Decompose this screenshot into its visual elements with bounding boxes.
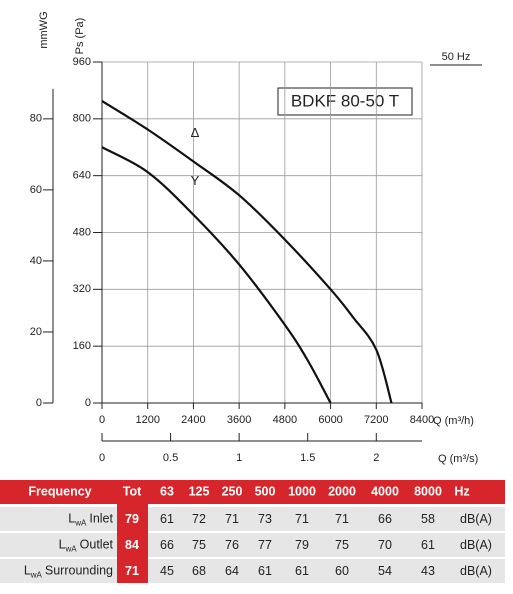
table-cell: 61 <box>258 564 272 578</box>
table-cell: 68 <box>192 564 206 578</box>
table-header: 500 <box>255 484 276 498</box>
x2-tick-label: 1.5 <box>300 452 315 464</box>
table-cell: 43 <box>421 564 435 578</box>
x-tick-label: 4800 <box>273 414 297 426</box>
x-tick-label: 3600 <box>227 414 251 426</box>
y2-tick-label: 0 <box>36 397 42 409</box>
table-cell: 79 <box>295 538 309 552</box>
tot-cell-bg <box>117 556 148 583</box>
label-symbol: L <box>59 538 66 552</box>
x2-tick-label: 2 <box>373 452 379 464</box>
tot-cell-bg <box>117 504 148 531</box>
table-cell: 73 <box>258 512 272 526</box>
y-tick-label: 0 <box>85 397 91 409</box>
table-cell: 76 <box>225 538 239 552</box>
label-name: Inlet <box>89 512 113 526</box>
tot-cell: 79 <box>125 512 139 526</box>
table-header: 250 <box>222 484 243 498</box>
y-axis-label: Ps (Pa) <box>74 18 86 55</box>
row-unit: dB(A) <box>460 512 492 526</box>
x-tick-label: 8400 <box>410 414 434 426</box>
tot-cell: 71 <box>125 564 139 578</box>
tot-cell-bg <box>117 530 148 557</box>
model-box <box>277 87 413 116</box>
label-name: Outlet <box>80 538 114 552</box>
row-label: LwA Surrounding <box>24 564 113 580</box>
x2-tick-label: 1 <box>236 452 242 464</box>
y-tick-label: 640 <box>73 170 91 182</box>
y-tick-label: 960 <box>73 56 91 68</box>
table-header: 63 <box>160 484 174 498</box>
fan-curve <box>101 100 393 404</box>
table-cell: 71 <box>335 512 349 526</box>
label-subscript: wA <box>65 545 78 554</box>
table-cell: 70 <box>378 538 392 552</box>
y-tick-label: 480 <box>73 226 91 238</box>
fan-curve <box>101 146 332 404</box>
table-cell: 61 <box>421 538 435 552</box>
row-unit: dB(A) <box>460 564 492 578</box>
label-symbol: L <box>24 564 31 578</box>
x2-tick-label: 0 <box>99 452 105 464</box>
table-cell: 66 <box>378 512 392 526</box>
x-tick-label: 1200 <box>135 414 159 426</box>
x2-tick-label: 0.5 <box>163 452 178 464</box>
table-cell: 66 <box>160 538 174 552</box>
y-tick-label: 800 <box>73 113 91 125</box>
label-symbol: L <box>68 512 75 526</box>
x-tick-label: 6000 <box>318 414 342 426</box>
table-header: 1000 <box>288 484 316 498</box>
curve-label: Y <box>191 173 200 188</box>
table-row-bg <box>0 559 505 583</box>
table-cell: 58 <box>421 512 435 526</box>
table-header: 4000 <box>371 484 399 498</box>
table-cell: 72 <box>192 512 206 526</box>
table-cell: 45 <box>160 564 174 578</box>
table-row-bg <box>0 533 505 557</box>
label-subscript: wA <box>74 519 87 528</box>
table-header: Frequency <box>28 484 91 498</box>
table-header: Tot <box>123 484 142 498</box>
label-name: Surrounding <box>45 564 113 578</box>
y2-tick-label: 40 <box>30 255 42 267</box>
table-cell: 60 <box>335 564 349 578</box>
x2-axis-label: Q (m³/s) <box>438 453 478 465</box>
y-tick-label: 160 <box>73 340 91 352</box>
row-unit: dB(A) <box>460 538 492 552</box>
table-cell: 54 <box>378 564 392 578</box>
row-label: LwA Outlet <box>59 538 114 554</box>
x-tick-label: 0 <box>99 414 105 426</box>
model-label: BDKF 80-50 T <box>291 91 399 110</box>
table-cell: 75 <box>335 538 349 552</box>
y2-tick-label: 60 <box>30 184 42 196</box>
table-cell: 64 <box>225 564 239 578</box>
y-tick-label: 320 <box>73 283 91 295</box>
table-header-bg <box>0 480 505 504</box>
x-tick-label: 2400 <box>181 414 205 426</box>
table-header: 8000 <box>414 484 442 498</box>
table-cell: 61 <box>160 512 174 526</box>
tot-cell: 84 <box>125 538 139 552</box>
y2-tick-label: 20 <box>30 326 42 338</box>
curve-label: Δ <box>191 125 200 140</box>
table-header: Hz <box>454 484 469 498</box>
y2-tick-label: 80 <box>30 113 42 125</box>
table-cell: 75 <box>192 538 206 552</box>
table-row-bg <box>0 507 505 531</box>
table-cell: 71 <box>295 512 309 526</box>
table-header: 125 <box>189 484 210 498</box>
frequency-note: 50 Hz <box>442 51 471 63</box>
table-cell: 77 <box>258 538 272 552</box>
label-subscript: wA <box>30 571 43 580</box>
row-label: LwA Inlet <box>68 512 113 528</box>
table-header: 2000 <box>328 484 356 498</box>
x-axis-label: Q (m³/h) <box>433 415 474 427</box>
x-tick-label: 7200 <box>364 414 388 426</box>
table-cell: 71 <box>225 512 239 526</box>
y2-axis-label: mmWG <box>38 11 50 48</box>
table-cell: 61 <box>295 564 309 578</box>
